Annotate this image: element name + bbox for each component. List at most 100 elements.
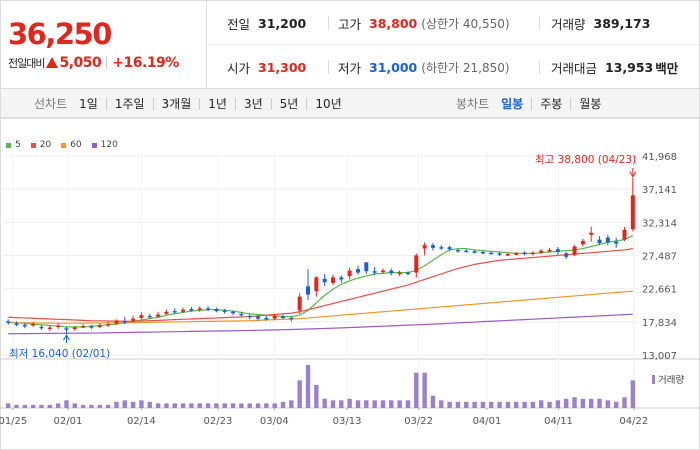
legend-ma120: 120 bbox=[91, 140, 118, 150]
candle-body bbox=[122, 321, 127, 323]
volume-bar bbox=[613, 401, 619, 408]
volume-bar bbox=[55, 403, 61, 408]
candle-body bbox=[131, 318, 136, 321]
period-monthly[interactable]: 월봉 bbox=[570, 97, 609, 110]
x-tick-label: 03/04 bbox=[260, 416, 289, 427]
volume-bar bbox=[114, 401, 119, 408]
divider bbox=[328, 60, 329, 74]
volume-bar bbox=[80, 404, 86, 408]
volume-bar bbox=[272, 403, 277, 408]
candle-body bbox=[430, 245, 435, 248]
legend-swatch bbox=[91, 142, 97, 148]
candle-body bbox=[22, 324, 27, 327]
period-5y[interactable]: 5년 bbox=[270, 97, 307, 110]
volume-bar bbox=[164, 403, 169, 408]
candle-body bbox=[580, 240, 585, 245]
candle-chart-label: 봉차트 bbox=[456, 97, 490, 111]
legend-label: 60 bbox=[70, 140, 82, 150]
volume-bar bbox=[389, 400, 394, 408]
price-change-row: 전일대비 5,050 +16.19% bbox=[8, 54, 179, 71]
candle-body bbox=[222, 310, 227, 312]
stat-value: 38,800 bbox=[369, 15, 418, 31]
volume-bar bbox=[572, 397, 577, 408]
candle-body bbox=[147, 315, 152, 318]
ma-line-20 bbox=[8, 247, 633, 322]
volume-bar bbox=[514, 401, 519, 408]
volume-bar bbox=[97, 404, 102, 408]
low-marker-icon bbox=[63, 334, 70, 341]
volume-bar bbox=[314, 384, 319, 408]
y-tick-label: 27,487 bbox=[642, 252, 677, 263]
candle-body bbox=[56, 325, 61, 328]
period-10y[interactable]: 10년 bbox=[306, 97, 349, 110]
legend-label: 5 bbox=[15, 140, 21, 150]
volume-bar bbox=[505, 401, 511, 408]
candle-body bbox=[455, 249, 460, 252]
candle-body bbox=[439, 247, 444, 249]
candle-body bbox=[564, 253, 569, 257]
stat-label: 전일 bbox=[227, 16, 251, 32]
candle-body bbox=[164, 311, 169, 314]
candle-body bbox=[306, 286, 311, 295]
price-summary: 36,250 전일대비 5,050 +16.19% 전일 31,200 고가 3… bbox=[0, 0, 700, 89]
line-chart-label: 선차트 bbox=[34, 97, 68, 111]
candle-body bbox=[14, 323, 19, 325]
candle-body bbox=[47, 327, 52, 330]
candle-body bbox=[605, 237, 610, 243]
candle-body bbox=[281, 316, 286, 319]
low-price-note: 최저 16,040 (02/01) bbox=[9, 348, 111, 360]
candle-body bbox=[156, 314, 161, 317]
volume-bar bbox=[39, 404, 44, 408]
volume-bar bbox=[322, 398, 327, 408]
volume-bar bbox=[105, 404, 111, 408]
legend-ma20: 20 bbox=[30, 140, 51, 150]
stat-row: 전일 31,200 고가 38,800 (상한가 40,550) 거래량 389… bbox=[208, 1, 699, 45]
candle-body bbox=[497, 253, 502, 255]
candle-body bbox=[97, 325, 102, 328]
volume-bar bbox=[414, 372, 419, 408]
candle-body bbox=[589, 232, 594, 235]
candle-body bbox=[380, 270, 385, 273]
candle-body bbox=[89, 326, 94, 328]
volume-bar bbox=[289, 400, 294, 408]
candle-body bbox=[272, 315, 277, 319]
volume-bar bbox=[305, 365, 311, 408]
stock-chart[interactable]: 41,968 37,141 32,314 27,487 22,661 17,834 13,0… bbox=[0, 118, 700, 450]
volume-bar bbox=[397, 400, 402, 408]
volume-bar bbox=[405, 400, 411, 408]
up-arrow-icon bbox=[46, 57, 59, 68]
volume-bar bbox=[539, 400, 544, 408]
period-weekly[interactable]: 주봉 bbox=[531, 97, 570, 110]
volume-bar bbox=[622, 397, 627, 408]
volume-bar bbox=[455, 401, 461, 408]
divider bbox=[539, 16, 540, 30]
upper-limit: (상한가 40,550) bbox=[421, 16, 510, 31]
stat-value: 31,200 bbox=[258, 15, 307, 31]
legend-ma60: 60 bbox=[61, 140, 82, 150]
volume-bar bbox=[255, 403, 261, 408]
candle-body bbox=[447, 247, 452, 250]
candle-body bbox=[539, 250, 544, 253]
volume-bar bbox=[197, 403, 202, 408]
period-1y[interactable]: 1년 bbox=[199, 97, 235, 110]
candle-body bbox=[264, 317, 269, 320]
x-tick-label: 02/23 bbox=[204, 416, 233, 427]
period-3y[interactable]: 3년 bbox=[234, 97, 271, 110]
volume-bar bbox=[364, 400, 369, 408]
y-tick-label: 17,834 bbox=[642, 318, 677, 329]
period-daily[interactable]: 일봉 bbox=[501, 96, 524, 111]
candle-body bbox=[514, 253, 519, 255]
volume-bar bbox=[480, 401, 486, 408]
candle-body bbox=[597, 239, 602, 244]
stat-label: 시가 bbox=[227, 60, 251, 76]
ma-line-60 bbox=[8, 290, 633, 324]
candle-body bbox=[239, 313, 244, 316]
period-3m[interactable]: 3개월 bbox=[152, 97, 200, 110]
candle-body bbox=[630, 195, 635, 230]
period-1w[interactable]: 1주일 bbox=[105, 97, 153, 110]
high-marker-icon bbox=[629, 171, 637, 178]
volume-bar bbox=[522, 401, 527, 408]
period-1d[interactable]: 1일 bbox=[79, 96, 98, 111]
stat-value: 389,173 bbox=[593, 15, 651, 31]
candle-body bbox=[214, 309, 219, 312]
